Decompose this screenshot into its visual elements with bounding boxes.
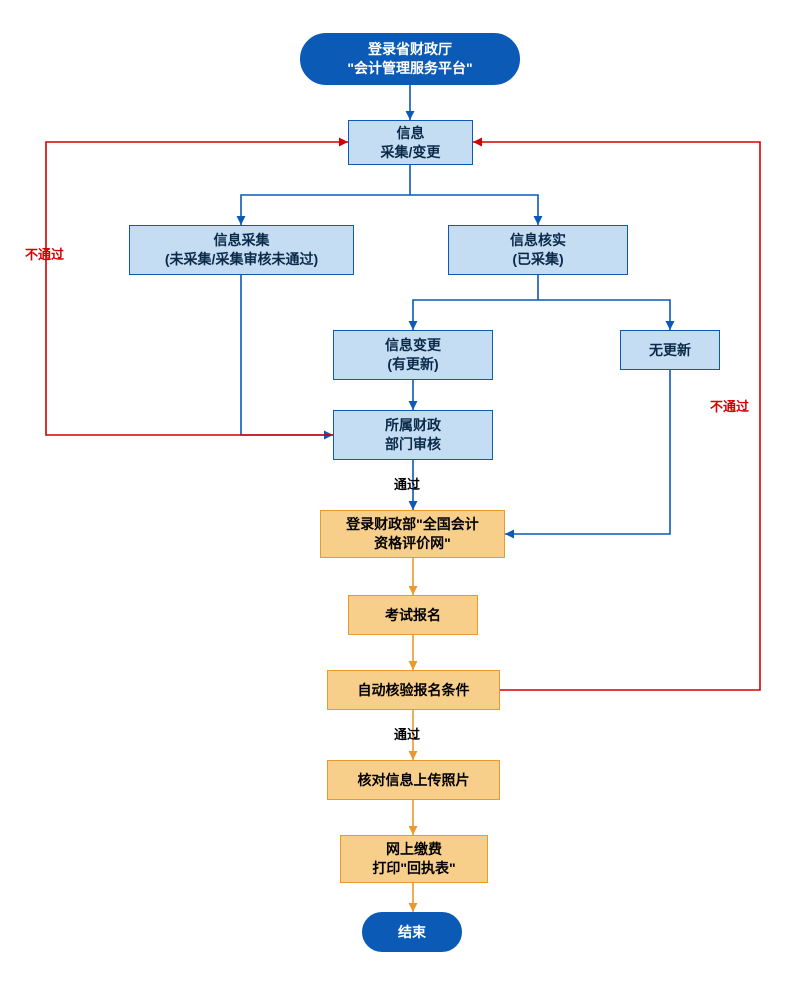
edge-label-pass1: 通过 xyxy=(394,474,420,493)
edge-label-fail2: 不通过 xyxy=(710,396,749,415)
flowchart-canvas: 登录省财政厅 "会计管理服务平台" 信息 采集/变更信息采集 (未采集/采集审核未… xyxy=(0,0,800,993)
edge-label-pass2: 通过 xyxy=(394,724,420,743)
edge-e_right1_change xyxy=(413,300,538,330)
node-signup: 考试报名 xyxy=(348,595,478,635)
edge-e_branch_right xyxy=(410,195,538,225)
node-noupdate: 无更新 xyxy=(620,330,720,370)
node-label: 自动核验报名条件 xyxy=(358,681,470,700)
node-label: 登录省财政厅 "会计管理服务平台" xyxy=(347,40,472,78)
node-label: 登录财政部"全国会计 资格评价网" xyxy=(346,515,479,553)
node-audit: 所属财政 部门审核 xyxy=(333,410,493,460)
edge-e_branch_left xyxy=(241,195,410,225)
node-right1: 信息核实 (已采集) xyxy=(448,225,628,275)
node-label: 结束 xyxy=(398,923,426,942)
node-upload: 核对信息上传照片 xyxy=(327,760,500,800)
node-label: 信息采集 (未采集/采集审核未通过) xyxy=(165,231,318,269)
node-login2: 登录财政部"全国会计 资格评价网" xyxy=(320,510,505,558)
node-label: 信息核实 (已采集) xyxy=(510,231,566,269)
node-label: 考试报名 xyxy=(385,606,441,625)
node-end: 结束 xyxy=(362,912,462,952)
node-label: 信息 采集/变更 xyxy=(381,124,441,162)
node-change: 信息变更 (有更新) xyxy=(333,330,493,380)
edge-e_noupdate_login2 xyxy=(505,370,670,534)
edge-e_right1_noupdate xyxy=(538,300,670,330)
node-label: 信息变更 (有更新) xyxy=(385,336,441,374)
edge-label-fail1: 不通过 xyxy=(25,244,64,263)
node-pay: 网上缴费 打印"回执表" xyxy=(340,835,488,883)
edge-e_audit_fail xyxy=(46,142,348,435)
node-left1: 信息采集 (未采集/采集审核未通过) xyxy=(129,225,354,275)
node-label: 核对信息上传照片 xyxy=(358,771,470,790)
node-label: 无更新 xyxy=(649,341,691,360)
node-label: 网上缴费 打印"回执表" xyxy=(372,840,455,878)
node-collect: 信息 采集/变更 xyxy=(348,120,473,165)
edge-e_left1_audit xyxy=(241,275,333,435)
node-label: 所属财政 部门审核 xyxy=(385,416,441,454)
node-autoverify: 自动核验报名条件 xyxy=(327,670,500,710)
node-start: 登录省财政厅 "会计管理服务平台" xyxy=(300,33,520,85)
